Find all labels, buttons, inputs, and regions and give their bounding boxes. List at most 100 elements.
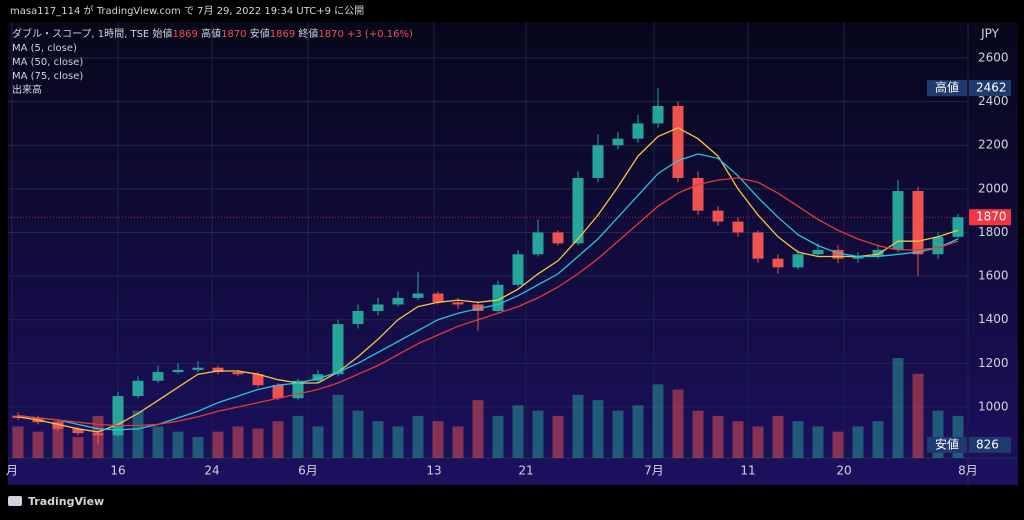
legend-part: 1869	[172, 29, 197, 40]
candle-body	[492, 284, 504, 311]
volume-bar	[732, 421, 744, 458]
candle-body	[852, 256, 864, 259]
x-tick-label: 16	[110, 464, 125, 478]
header: masa117_114 が TradingView.com で 7月 29, 2…	[10, 4, 364, 17]
candle-body	[732, 221, 744, 233]
volume-bar	[612, 410, 624, 458]
volume-bar	[912, 373, 924, 458]
volume-bar	[532, 410, 544, 458]
candle-body	[132, 380, 144, 397]
volume-bar	[152, 426, 164, 458]
x-tick-label: 24	[204, 464, 219, 478]
candle-body	[512, 254, 524, 285]
volume-bar	[452, 426, 464, 458]
volume-bar	[52, 421, 64, 458]
price-label-box	[969, 80, 1011, 97]
volume-bar	[632, 405, 644, 458]
candle-body	[472, 304, 484, 311]
price-label: 826	[976, 437, 999, 451]
x-tick-label: 11	[740, 464, 755, 478]
candle-body	[952, 217, 964, 237]
volume-bar	[672, 389, 684, 458]
volume-bar	[72, 436, 84, 458]
candle-body	[712, 210, 724, 222]
candle-body	[612, 138, 624, 146]
y-tick-label: 1200	[978, 356, 1009, 370]
candle-body	[92, 433, 104, 436]
legend-entry: MA (50, close)	[12, 57, 83, 68]
volume-bar	[12, 426, 24, 458]
candle-body	[632, 123, 644, 139]
axis-unit: JPY	[980, 27, 1000, 41]
candle-body	[872, 249, 884, 257]
candle-body	[312, 374, 324, 381]
volume-bar	[192, 436, 204, 458]
candle-body	[412, 293, 424, 298]
ma-line	[17, 177, 959, 427]
x-tick-label: 13	[426, 464, 441, 478]
candle-body	[352, 310, 364, 325]
x-tick-label: 月	[6, 464, 18, 478]
price-label-tag	[927, 80, 967, 97]
candle-body	[792, 254, 804, 268]
volume-bar	[852, 426, 864, 458]
candle-body	[652, 105, 664, 124]
volume-bar	[432, 421, 444, 458]
candle-body	[72, 428, 84, 434]
footer: TradingView	[28, 495, 104, 508]
candle-body	[232, 372, 244, 375]
y-tick-label: 2200	[978, 138, 1009, 152]
volume-bar	[332, 394, 344, 458]
candle-body	[332, 324, 344, 375]
candle-body	[212, 367, 224, 373]
candle-body	[892, 191, 904, 250]
legend-part: 終値	[298, 27, 318, 40]
volume-bar	[712, 415, 724, 458]
x-tick-label: 6月	[298, 464, 318, 478]
volume-bar	[892, 358, 904, 458]
x-tick-label: 8月	[958, 464, 978, 478]
volume-bar	[312, 426, 324, 458]
candle-body	[532, 232, 544, 255]
y-tick-label: 1600	[978, 269, 1009, 283]
logo-icon	[8, 496, 22, 506]
candle-body	[392, 297, 404, 305]
candle-body	[672, 105, 684, 178]
candle-body	[52, 422, 64, 429]
candle-body	[812, 249, 824, 255]
price-label-box	[969, 436, 1011, 453]
candle-body	[112, 396, 124, 436]
volume-bar	[292, 415, 304, 458]
candle-body	[592, 145, 604, 178]
candle-body	[172, 369, 184, 373]
legend-part: 1870	[221, 29, 246, 40]
candle-body	[552, 232, 564, 244]
volume-bar	[932, 410, 944, 458]
volume-bar	[792, 421, 804, 458]
legend-entry: MA (75, close)	[12, 71, 83, 82]
volume-bar	[872, 421, 884, 458]
volume-bar	[652, 384, 664, 458]
y-tick-label: 1000	[978, 399, 1009, 413]
y-tick-label: 2400	[978, 94, 1009, 108]
legend-part: +3 (+0.16%)	[347, 29, 413, 40]
volume-bar	[272, 421, 284, 458]
volume-bar	[812, 426, 824, 458]
legend-title: ダブル・スコープ, 1時間, TSE 始値1869 高値1870 安値1869 …	[12, 27, 413, 40]
y-tick-label: 1800	[978, 225, 1009, 239]
volume-bar	[752, 426, 764, 458]
candle-body	[692, 177, 704, 211]
volume-bar	[172, 431, 184, 458]
price-label-name: 安値	[935, 436, 959, 451]
volume-bar	[32, 431, 44, 458]
legend-entry: 出来高	[12, 83, 42, 96]
volume-bar	[392, 426, 404, 458]
volume-bar	[412, 415, 424, 458]
volume-bar	[572, 394, 584, 458]
candle-body	[372, 304, 384, 311]
legend-entry: MA (5, close)	[12, 43, 77, 54]
volume-bar	[232, 426, 244, 458]
candle-body	[452, 302, 464, 305]
y-tick-label: 2600	[978, 50, 1009, 64]
legend-part: 1870	[318, 29, 343, 40]
